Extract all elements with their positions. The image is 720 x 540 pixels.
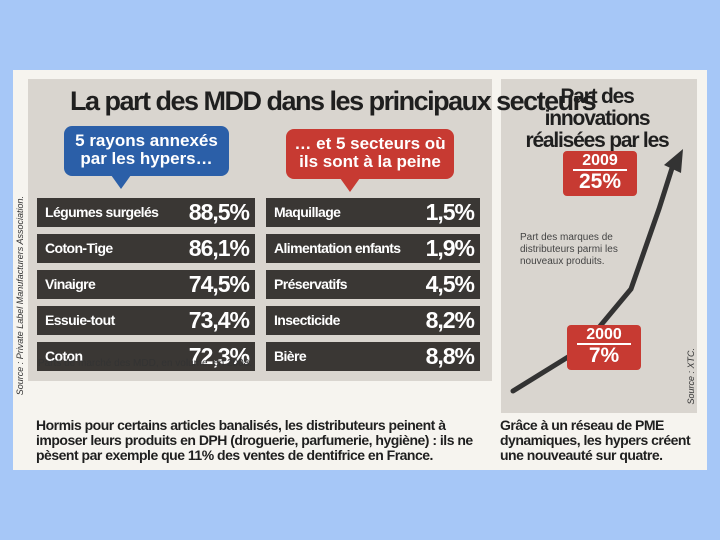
left-row-value: 88,5% (188, 199, 250, 225)
trend-arrowhead (664, 149, 683, 173)
left-row-label: Vinaigre (45, 276, 96, 292)
label-2009-value: 25% (578, 170, 622, 193)
left-row-label: Légumes surgelés (45, 204, 159, 220)
left-row: Vinaigre 74,5% (37, 270, 255, 299)
label-2009: 2009 25% (563, 151, 637, 196)
right-row-label: Préservatifs (274, 276, 348, 292)
right-row-value: 1,9% (425, 235, 475, 261)
caption-left: Hormis pour certains articles banalisés,… (36, 417, 473, 463)
innovation-trend-chart (510, 149, 683, 394)
label-2009-year: 2009 (573, 151, 627, 171)
right-row: Alimentation enfants 1,9% (266, 234, 480, 263)
left-row-value: 73,4% (188, 307, 250, 333)
label-2000: 2000 7% (567, 325, 641, 370)
right-row: Insecticide 8,2% (266, 306, 480, 335)
bubble-tail-blue (111, 175, 131, 189)
left-row: Coton 72,3% (37, 342, 255, 371)
left-row-label: Coton (45, 348, 83, 364)
right-row-value: 8,2% (425, 307, 475, 333)
bubble-annexed-aisles: 5 rayons annexés par les hypers… (64, 126, 229, 176)
label-2000-year: 2000 (577, 325, 631, 345)
source-right: Source : XTC. (686, 348, 696, 405)
right-row-label: Alimentation enfants (274, 240, 401, 256)
left-row: Légumes surgelés 88,5% (37, 198, 255, 227)
footnote: Parts de marché des MDD, en volume, en 2… (38, 358, 252, 369)
right-row-value: 4,5% (425, 271, 475, 297)
right-row-label: Insecticide (274, 312, 340, 328)
right-row-value: 1,5% (425, 199, 475, 225)
right-row-label: Maquillage (274, 204, 341, 220)
right-row: Maquillage 1,5% (266, 198, 480, 227)
innovation-note: Part des marques de distributeurs parmi … (520, 232, 618, 267)
right-row: Bière 8,8% (266, 342, 480, 371)
right-row-label: Bière (274, 348, 307, 364)
caption-right: Grâce à un réseau de PME dynamiques, les… (500, 417, 691, 463)
right-row: Préservatifs 4,5% (266, 270, 480, 299)
left-row: Coton-Tige 86,1% (37, 234, 255, 263)
left-row-value: 74,5% (188, 271, 250, 297)
bubble-tail-red (340, 178, 360, 192)
trend-line (510, 162, 676, 394)
chart-title: La part des MDD dans les principaux sect… (70, 86, 597, 116)
label-2000-value: 7% (588, 344, 620, 367)
bubble-struggling-sectors: … et 5 secteurs où ils sont à la peine (286, 129, 454, 179)
left-row-label: Coton-Tige (45, 240, 113, 256)
left-row-value: 86,1% (188, 235, 250, 261)
sector-share-panel (28, 79, 492, 381)
left-row: Essuie-tout 73,4% (37, 306, 255, 335)
right-row-value: 8,8% (425, 343, 475, 369)
left-row-value: 72,3% (188, 343, 250, 369)
left-row-label: Essuie-tout (45, 312, 115, 328)
source-left: Source : Private Label Manufacturers Ass… (15, 196, 25, 396)
